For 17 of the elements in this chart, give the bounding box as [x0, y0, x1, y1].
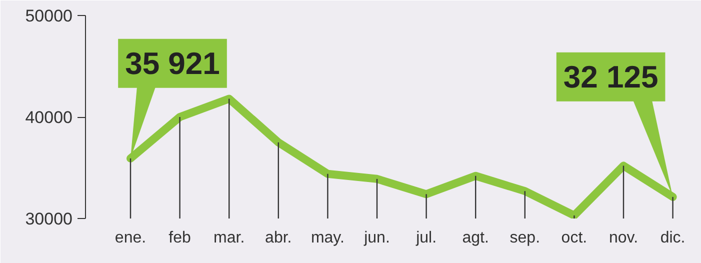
y-tick-label: 50000 — [25, 6, 73, 26]
x-tick-label: jun. — [363, 230, 390, 246]
x-tick-label: jul. — [415, 230, 437, 246]
annotation: 32 125 — [563, 59, 658, 94]
x-tick-label: agt. — [462, 230, 489, 246]
annotation: 35 921 — [125, 46, 220, 81]
x-tick-label: dic. — [660, 230, 686, 246]
x-tick-label: mar. — [214, 230, 245, 246]
y-tick-label: 30000 — [25, 210, 73, 228]
x-tick-label: oct. — [561, 230, 588, 246]
x-tick-label: feb — [168, 230, 192, 246]
x-tick-label: may. — [310, 230, 344, 246]
y-tick-label: 40000 — [25, 108, 73, 127]
x-tick-label: sep. — [510, 230, 540, 246]
x-tick-label: nov. — [608, 230, 638, 246]
x-tick-label: abr. — [265, 230, 292, 246]
x-tick-label: ene. — [114, 230, 146, 246]
